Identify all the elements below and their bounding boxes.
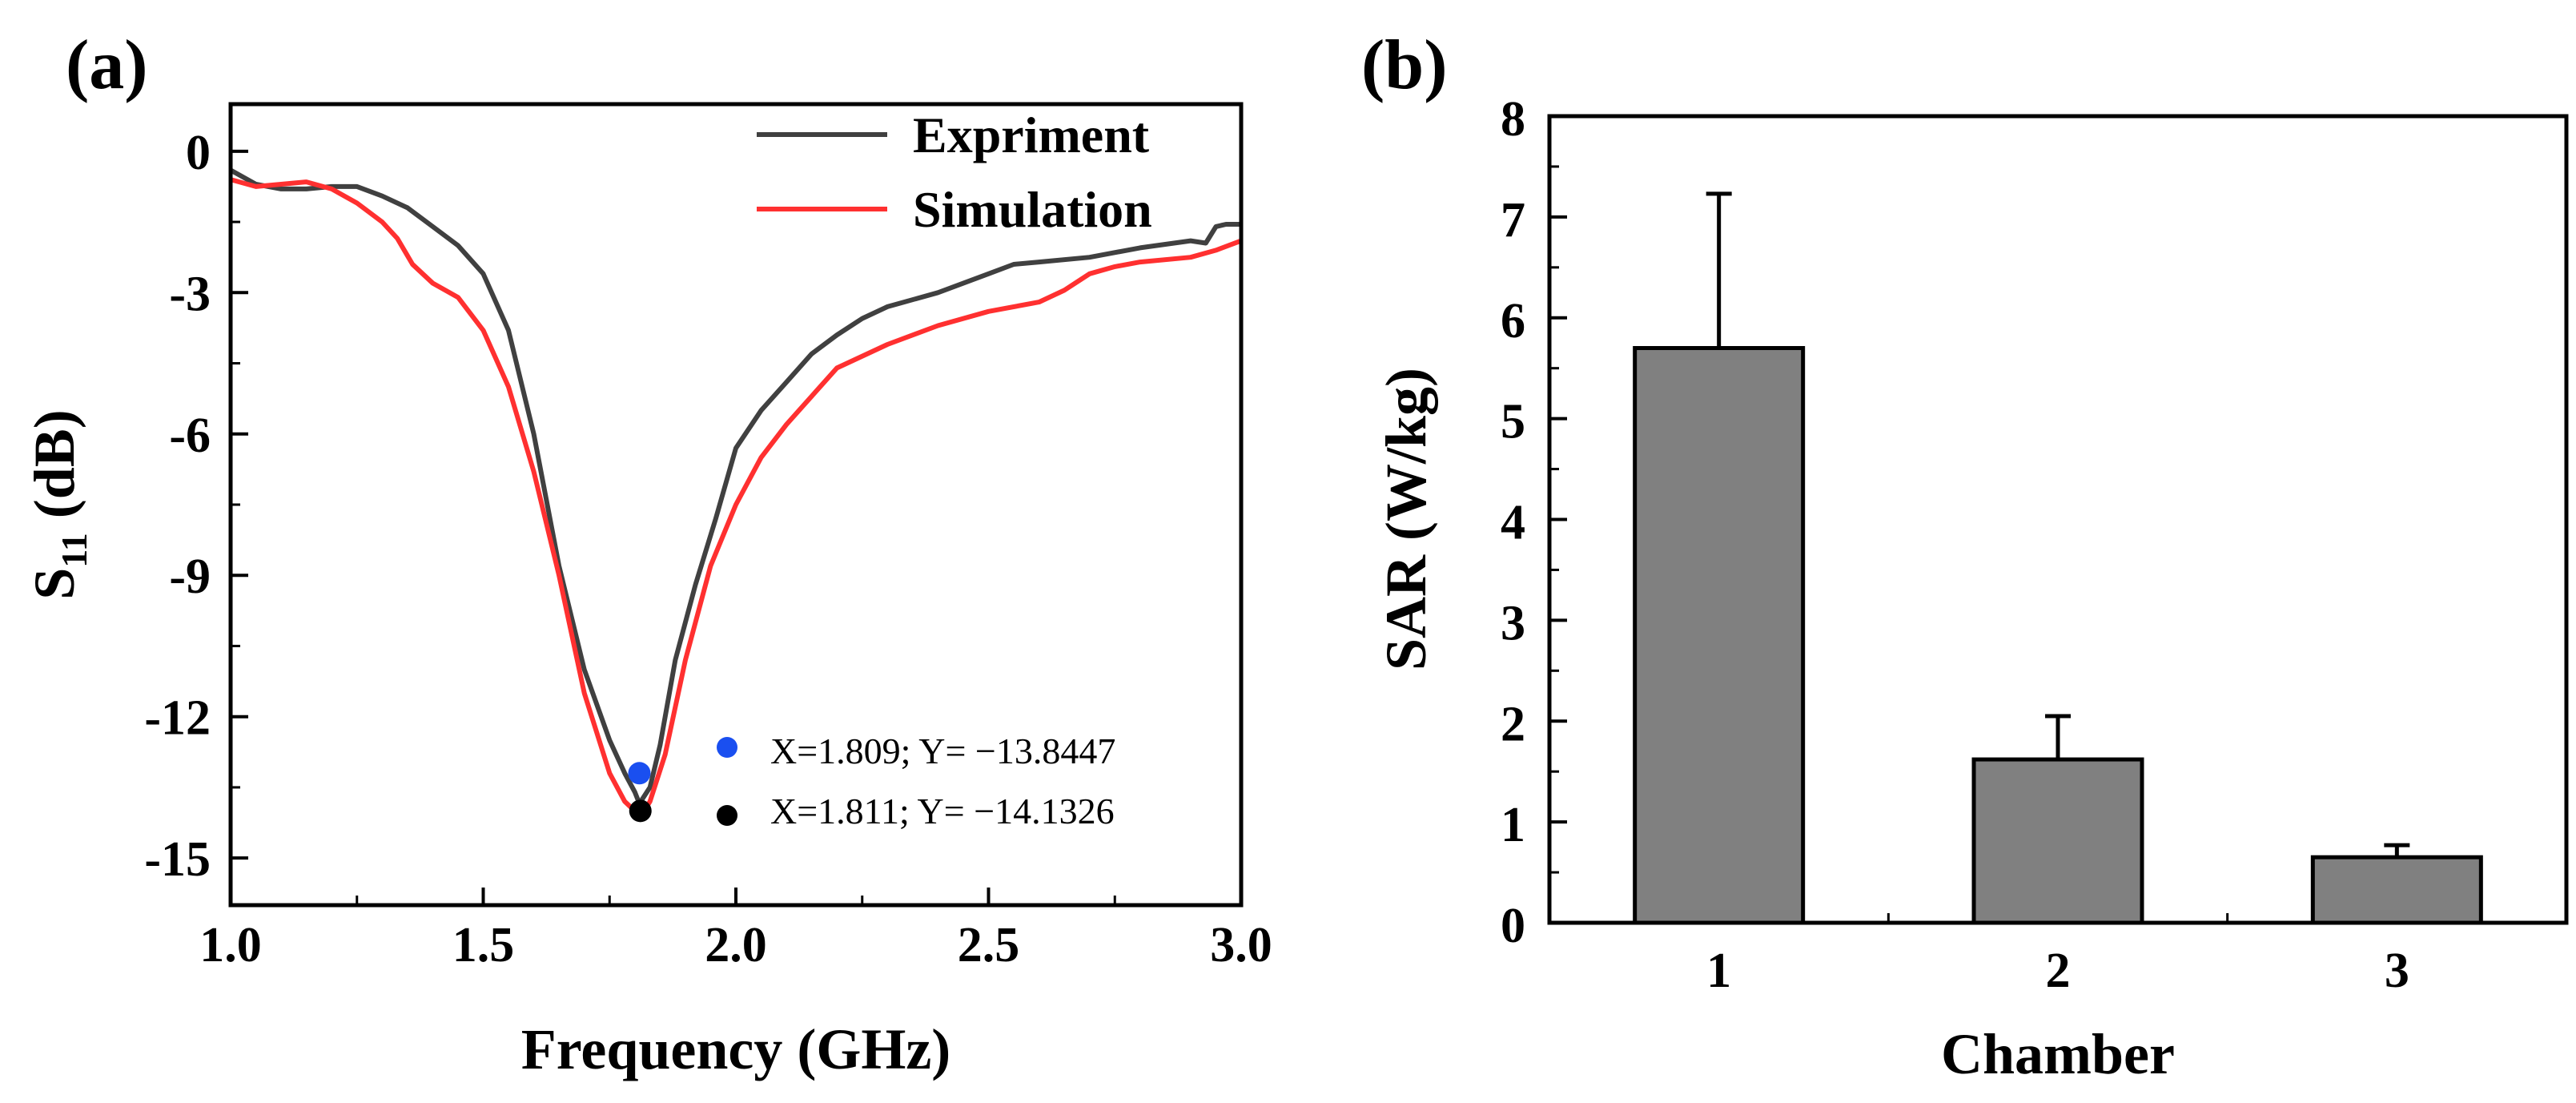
bar-chamber-2 — [1971, 757, 2144, 925]
x-tick-label: 1.5 — [452, 918, 515, 972]
panel-b-plot-frame — [1547, 114, 2569, 925]
panel-a-y-ticks: 0 -3 -6 -9 -12 -15 — [144, 126, 248, 887]
y-tick-label: -9 — [169, 549, 211, 604]
annotation-dot-experiment — [717, 737, 737, 758]
y-tick-label: 4 — [1501, 496, 1525, 550]
y-tick-label: 0 — [1501, 899, 1525, 953]
panel-b-bars — [1633, 191, 2483, 925]
y-tick-label: -3 — [169, 267, 211, 321]
x-tick-label: 2.5 — [958, 918, 1020, 972]
panel-a-x-axis-label: Frequency (GHz) — [521, 1017, 951, 1081]
annotation-text-experiment: X=1.809; Y= −13.8447 — [770, 731, 1115, 771]
y-tick-label: -6 — [169, 409, 211, 463]
x-tick-label: 1.0 — [199, 918, 262, 972]
panel-b-x-ticks: 1 2 3 — [1706, 905, 2409, 998]
panel-a-line-chart: (a) 1.0 1.5 2.0 2.5 3.0 0 -3 -6 -9 -12 -15 Exprim… — [22, 26, 1272, 1081]
legend-label-simulation: Simulation — [913, 181, 1152, 238]
panel-a-legend: Expriment Simulation — [757, 107, 1152, 238]
panel-b-y-axis-label: SAR (W/kg) — [1374, 368, 1438, 670]
panel-b-label: (b) — [1361, 26, 1448, 104]
y-tick-label: 5 — [1501, 395, 1525, 449]
annotation-text-simulation: X=1.811; Y= −14.1326 — [770, 791, 1115, 831]
panel-a-y-axis-label: S11 (dB) — [22, 409, 94, 600]
x-tick-label: 3 — [2385, 944, 2409, 998]
legend-label-expriment: Expriment — [913, 107, 1150, 163]
panel-a-x-ticks: 1.0 1.5 2.0 2.5 3.0 — [199, 888, 1272, 972]
y-tick-label: 2 — [1501, 697, 1525, 751]
y-tick-label: 6 — [1501, 294, 1525, 348]
panel-a-annotations: X=1.809; Y= −13.8447 X=1.811; Y= −14.132… — [717, 731, 1115, 831]
bar-chamber-3 — [2310, 855, 2483, 925]
panel-a-series — [229, 167, 1243, 820]
data-point-marker — [629, 799, 652, 823]
bar-chamber-1 — [1633, 346, 1806, 925]
series-line-simulation — [230, 177, 1243, 820]
panel-b-x-axis-label: Chamber — [1941, 1022, 2175, 1086]
y-tick-label: -12 — [144, 691, 211, 746]
panel-a-markers — [628, 762, 652, 823]
panel-a-label: (a) — [66, 26, 148, 104]
panel-b-y-ticks: 0 1 2 3 4 5 6 7 8 — [1501, 92, 1567, 953]
x-tick-label: 2 — [2046, 944, 2071, 998]
y-tick-label: 3 — [1501, 596, 1525, 650]
panel-b-bar-chart: (b) 1 2 3 0 1 2 3 4 5 6 7 8 Chamber SAR (W/kg) — [1361, 26, 2569, 1086]
series-line-expriment — [229, 167, 1241, 807]
x-tick-label: 1 — [1706, 944, 1731, 998]
y-tick-label: 0 — [186, 126, 211, 180]
y-label-subscript: 11 — [54, 533, 94, 567]
x-tick-label: 2.0 — [705, 918, 767, 972]
x-tick-label: 3.0 — [1210, 918, 1272, 972]
y-label-unit: (dB) — [22, 409, 86, 533]
data-point-marker — [628, 762, 651, 785]
panel-a-plot-frame — [228, 102, 1244, 908]
y-label-s: S — [22, 568, 86, 600]
annotation-dot-simulation — [717, 805, 737, 826]
y-tick-label: -15 — [144, 832, 211, 887]
y-tick-label: 8 — [1501, 92, 1525, 147]
y-tick-label: 7 — [1501, 193, 1525, 248]
y-tick-label: 1 — [1501, 798, 1525, 852]
